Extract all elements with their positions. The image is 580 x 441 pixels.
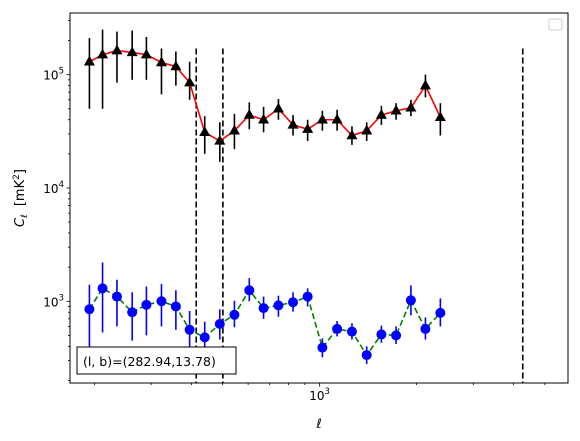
data-point-0-3 [126,46,138,57]
y-tick-label-0-base: 10 [43,295,58,309]
data-point-0-12 [258,113,270,124]
data-point-1-8 [199,332,210,343]
y-axis-label-unit-close: ] [13,169,28,174]
data-point-1-18 [346,326,357,337]
data-point-0-5 [155,56,167,67]
data-point-1-21 [391,330,402,341]
y-axis-label-unit: [mK [13,179,28,206]
data-point-1-13 [273,300,284,311]
vertical-marker-lines [195,48,524,383]
data-point-1-17 [332,323,343,334]
data-point-1-14 [288,297,299,308]
annotation-box: (l, b)=(282.94,13.78) [76,346,237,375]
data-point-0-4 [140,48,152,59]
x-tick-label-0-base: 10 [309,389,324,403]
data-point-1-11 [244,285,255,296]
data-point-0-24 [434,111,446,122]
data-point-1-19 [361,350,372,361]
data-point-0-21 [390,104,402,115]
series-0-errorbars [88,29,442,162]
y-tick-label-1-base: 10 [43,182,58,196]
data-point-0-8 [199,126,211,137]
data-point-0-22 [405,101,417,112]
data-point-0-6 [170,60,182,71]
annotation-frame [76,346,237,375]
series-0 [83,29,446,162]
y-tick-label-2-exp: 5 [59,67,64,77]
data-point-0-11 [243,109,255,119]
data-point-0-20 [375,109,387,119]
x-tick-label-0-exp: 3 [325,387,330,397]
series-0-line [89,49,442,142]
data-point-1-5 [156,296,167,307]
data-point-1-9 [214,319,225,330]
data-point-1-6 [170,301,181,312]
data-point-1-0 [84,304,95,315]
x-axis-label: ℓ [315,417,321,432]
data-point-0-2 [111,44,123,55]
data-point-1-22 [405,295,416,306]
y-tick-label-1: 104 [43,180,64,196]
data-point-0-18 [346,129,358,140]
y-tick-label-2-base: 10 [43,69,58,83]
series-1-markers [84,283,446,361]
legend [548,18,563,31]
data-point-0-14 [287,118,299,129]
x-tick-label-0: 103 [309,387,330,403]
data-point-0-1 [97,48,109,59]
data-point-1-24 [435,307,446,318]
data-point-0-15 [302,123,314,133]
data-point-0-13 [272,102,284,113]
data-point-1-3 [127,307,138,318]
annotation-text: (l, b)=(282.94,13.78) [83,354,216,369]
data-point-0-7 [184,76,196,87]
y-tick-label-1-exp: 4 [59,180,64,190]
data-point-1-2 [111,291,122,302]
y-axis-label-unit-exponent: 2 [12,174,22,180]
y-axis-label-symbol: C [13,217,28,227]
data-point-0-19 [361,124,373,135]
data-point-1-10 [229,309,240,320]
data-point-0-9 [214,134,226,145]
data-point-0-16 [316,113,328,124]
data-point-1-20 [376,329,387,340]
series-0-markers [83,44,446,145]
data-point-0-0 [83,55,95,66]
data-point-1-15 [302,291,313,302]
y-axis-label-subscript: ℓ [20,214,30,219]
data-point-1-4 [141,299,152,310]
data-point-0-10 [228,124,240,135]
data-point-0-17 [331,113,343,124]
data-point-1-12 [258,303,269,314]
y-tick-label-0-exp: 3 [59,293,64,303]
series-layer [83,29,446,364]
y-tick-label-2: 105 [43,67,64,83]
data-point-1-23 [420,323,431,334]
y-tick-label-0: 103 [43,293,64,309]
data-point-1-1 [97,283,108,294]
data-point-1-7 [184,324,195,335]
series-1-line [88,287,441,357]
series-1 [84,262,446,364]
y-axis-label: Cℓ [mK2] [12,169,30,227]
plot-frame [69,12,569,384]
data-point-0-23 [419,79,431,90]
data-point-1-16 [317,342,328,353]
legend-box [548,18,563,31]
